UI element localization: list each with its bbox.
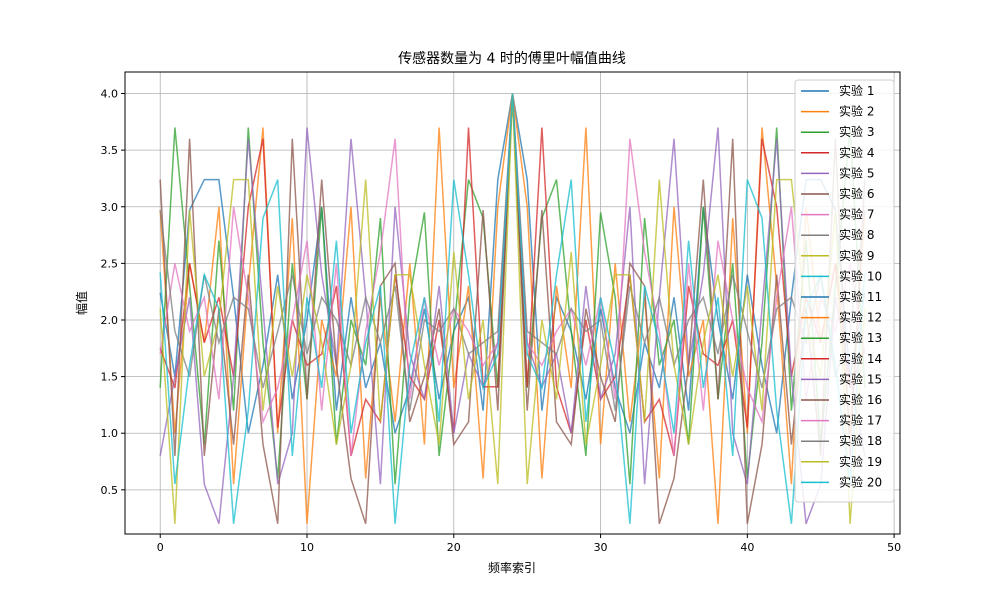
y-axis-ticks: 0.5 1.0 1.5 2.0 2.5 3.0 3.5 4.0 bbox=[101, 88, 125, 497]
x-tick-label: 40 bbox=[740, 541, 754, 554]
y-tick-label: 3.5 bbox=[101, 144, 119, 157]
x-tick-label: 30 bbox=[594, 541, 608, 554]
series-lines bbox=[159, 93, 866, 525]
legend-label: 实验 16 bbox=[839, 392, 882, 407]
legend-label: 实验 5 bbox=[839, 165, 874, 180]
chart-title: 传感器数量为 4 时的傅里叶幅值曲线 bbox=[398, 50, 626, 67]
legend-label: 实验 20 bbox=[839, 474, 882, 489]
legend-label: 实验 9 bbox=[839, 248, 874, 263]
x-tick-label: 50 bbox=[887, 541, 901, 554]
x-tick-label: 20 bbox=[447, 541, 461, 554]
y-tick-label: 1.0 bbox=[101, 427, 119, 440]
legend-label: 实验 2 bbox=[839, 104, 874, 119]
y-tick-label: 2.5 bbox=[101, 257, 119, 270]
series-line-10 bbox=[159, 93, 866, 524]
y-tick-label: 3.0 bbox=[101, 201, 119, 214]
legend-label: 实验 7 bbox=[839, 207, 874, 222]
y-tick-label: 4.0 bbox=[101, 88, 119, 101]
legend-label: 实验 4 bbox=[839, 145, 874, 160]
legend-label: 实验 11 bbox=[839, 289, 882, 304]
x-axis-label: 频率索引 bbox=[488, 560, 536, 575]
x-tick-label: 0 bbox=[157, 541, 164, 554]
legend-label: 实验 14 bbox=[839, 351, 882, 366]
legend: 实验 1 实验 2 实验 3 实验 4 实验 5 实验 6 实验 7 实验 8 实验 9 实验 1… bbox=[794, 79, 895, 503]
y-tick-label: 0.5 bbox=[101, 484, 119, 497]
legend-label: 实验 8 bbox=[839, 227, 874, 242]
x-tick-label: 10 bbox=[300, 541, 314, 554]
legend-label: 实验 13 bbox=[839, 330, 882, 345]
plot-frame bbox=[124, 71, 901, 535]
legend-label: 实验 17 bbox=[839, 413, 882, 428]
legend-box bbox=[794, 79, 895, 503]
y-tick-label: 2.0 bbox=[101, 314, 119, 327]
legend-label: 实验 18 bbox=[839, 433, 882, 448]
legend-label: 实验 15 bbox=[839, 371, 882, 386]
x-axis-ticks: 0 10 20 30 40 50 bbox=[157, 534, 901, 554]
legend-label: 实验 1 bbox=[839, 83, 874, 98]
y-axis-label: 幅值 bbox=[74, 291, 89, 315]
legend-label: 实验 6 bbox=[839, 186, 874, 201]
legend-label: 实验 19 bbox=[839, 454, 882, 469]
legend-label: 实验 3 bbox=[839, 124, 874, 139]
legend-label: 实验 12 bbox=[839, 310, 882, 325]
y-tick-label: 1.5 bbox=[101, 371, 119, 384]
legend-label: 实验 10 bbox=[839, 268, 882, 283]
